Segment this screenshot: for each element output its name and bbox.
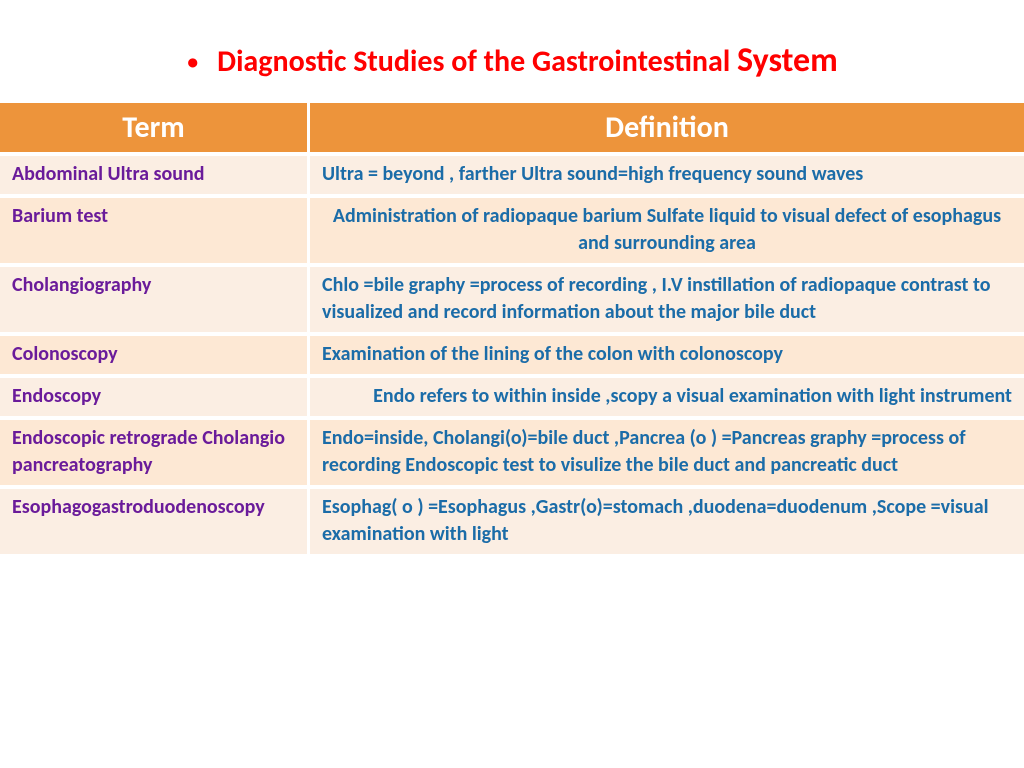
table-body: Abdominal Ultra sound Ultra = beyond , f…	[0, 156, 1024, 554]
definition-cell: Endo refers to within inside ,scopy a vi…	[310, 378, 1024, 416]
term-cell: Endoscopy	[0, 378, 310, 416]
definition-cell: Ultra = beyond , farther Ultra sound=hig…	[310, 156, 1024, 194]
col-header-definition: Definition	[310, 103, 1024, 152]
bullet-icon: •	[186, 48, 199, 74]
table-row: Barium test Administration of radiopaque…	[0, 198, 1024, 263]
term-cell: Endoscopic retrograde Cholangio pancreat…	[0, 420, 310, 485]
table-row: Abdominal Ultra sound Ultra = beyond , f…	[0, 156, 1024, 194]
term-cell: Colonoscopy	[0, 336, 310, 374]
definition-cell: Chlo =bile graphy =process of recording …	[310, 267, 1024, 332]
table-row: Colonoscopy Examination of the lining of…	[0, 336, 1024, 374]
title-row: • Diagnostic Studies of the Gastrointest…	[0, 40, 1024, 81]
term-cell: Abdominal Ultra sound	[0, 156, 310, 194]
title-prefix: Diagnostic Studies of the Gastrointestin…	[217, 43, 737, 80]
header-row: Term Definition	[0, 103, 1024, 152]
table-row: Esophagogastroduodenoscopy Esophag( o ) …	[0, 489, 1024, 554]
definition-cell: Esophag( o ) =Esophagus ,Gastr(o)=stomac…	[310, 489, 1024, 554]
page-title: Diagnostic Studies of the Gastrointestin…	[217, 40, 838, 81]
table-row: Endoscopy Endo refers to within inside ,…	[0, 378, 1024, 416]
term-cell: Barium test	[0, 198, 310, 263]
definition-cell: Endo=inside, Cholangi(o)=bile duct ,Panc…	[310, 420, 1024, 485]
table-row: Cholangiography Chlo =bile graphy =proce…	[0, 267, 1024, 332]
table-row: Endoscopic retrograde Cholangio pancreat…	[0, 420, 1024, 485]
slide: • Diagnostic Studies of the Gastrointest…	[0, 0, 1024, 768]
title-big: System	[737, 40, 838, 81]
definition-cell: Examination of the lining of the colon w…	[310, 336, 1024, 374]
term-cell: Esophagogastroduodenoscopy	[0, 489, 310, 554]
terms-table: Term Definition Abdominal Ultra sound Ul…	[0, 99, 1024, 558]
term-cell: Cholangiography	[0, 267, 310, 332]
col-header-term: Term	[0, 103, 310, 152]
definition-cell: Administration of radiopaque barium Sulf…	[310, 198, 1024, 263]
